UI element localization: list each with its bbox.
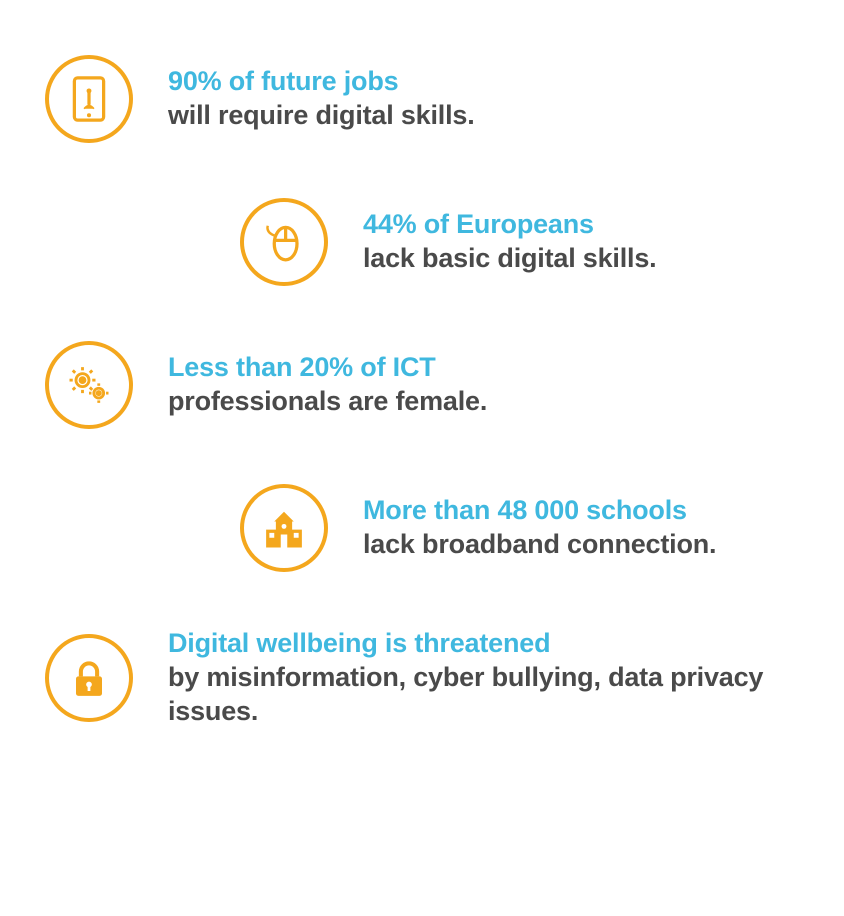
stat-text: 90% of future jobs will require digital … xyxy=(168,65,824,133)
stat-row: 44% of Europeans lack basic digital skil… xyxy=(240,198,824,286)
stat-text: Less than 20% of ICT professionals are f… xyxy=(168,351,824,419)
tablet-touch-icon xyxy=(45,55,133,143)
gears-icon-svg xyxy=(63,359,115,411)
stat-headline: Less than 20% of ICT xyxy=(168,351,824,385)
tablet-touch-icon-svg xyxy=(63,73,115,125)
stat-headline: 90% of future jobs xyxy=(168,65,824,99)
stat-subline: lack basic digital skills. xyxy=(363,242,824,276)
stat-subline: will require digital skills. xyxy=(168,99,824,133)
stat-row: Less than 20% of ICT professionals are f… xyxy=(45,341,824,429)
school-icon xyxy=(240,484,328,572)
stat-subline: lack broadband connection. xyxy=(363,528,824,562)
stat-text: More than 48 000 schools lack broadband … xyxy=(363,494,824,562)
stat-row: More than 48 000 schools lack broadband … xyxy=(240,484,824,572)
stat-subline: by misinformation, cyber bullying, data … xyxy=(168,661,824,729)
stat-headline: More than 48 000 schools xyxy=(363,494,824,528)
stat-headline: 44% of Europeans xyxy=(363,208,824,242)
stat-text: Digital wellbeing is threatened by misin… xyxy=(168,627,824,728)
stat-headline: Digital wellbeing is threatened xyxy=(168,627,824,661)
gears-icon xyxy=(45,341,133,429)
lock-icon-svg xyxy=(63,652,115,704)
stat-row: Digital wellbeing is threatened by misin… xyxy=(45,627,824,728)
mouse-icon-svg xyxy=(258,216,310,268)
school-icon-svg xyxy=(258,502,310,554)
infographic-page: 90% of future jobs will require digital … xyxy=(0,0,844,916)
stat-subline: professionals are female. xyxy=(168,385,824,419)
mouse-icon xyxy=(240,198,328,286)
stat-text: 44% of Europeans lack basic digital skil… xyxy=(363,208,824,276)
stat-row: 90% of future jobs will require digital … xyxy=(45,55,824,143)
lock-icon xyxy=(45,634,133,722)
